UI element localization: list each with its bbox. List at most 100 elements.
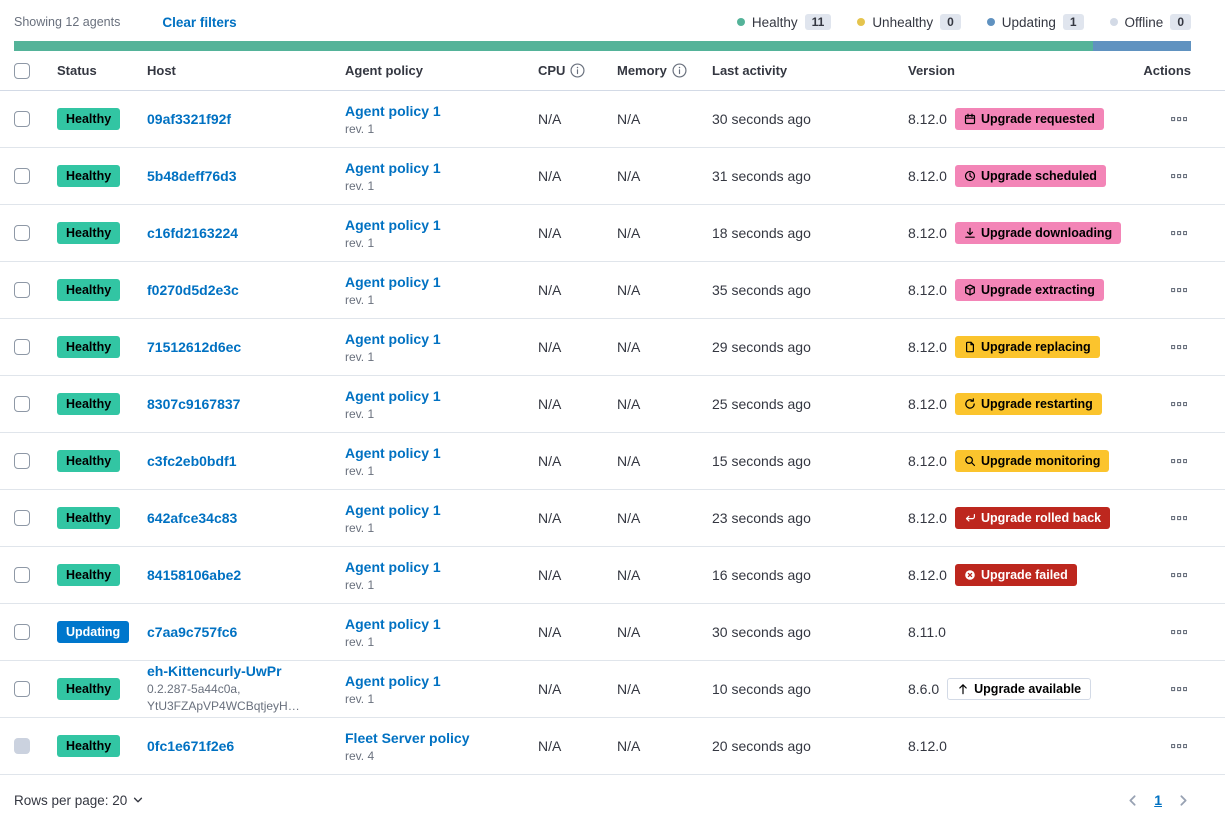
row-checkbox[interactable] [14,339,30,355]
host-link[interactable]: 0fc1e671f2e6 [147,738,235,754]
agent-policy-link[interactable]: Agent policy 1 [345,387,441,404]
table-row: Healthy c16fd2163224 Agent policy 1 rev.… [0,205,1225,262]
rows-per-page-button[interactable]: Rows per page: 20 [14,793,144,808]
row-version-cell: 8.12.0 Upgrade rolled back [908,507,1138,529]
row-last-activity-cell: 30 seconds ago [712,624,811,640]
row-checkbox[interactable] [14,681,30,697]
row-actions-button[interactable] [1167,109,1191,129]
row-checkbox[interactable] [14,282,30,298]
chevron-down-icon [132,794,144,806]
host-link[interactable]: f0270d5d2e3c [147,282,239,298]
agent-policy-link[interactable]: Agent policy 1 [345,159,441,176]
row-host-cell: 71512612d6ec [147,339,345,355]
row-actions-cell [1138,166,1191,186]
row-host-cell: 84158106abe2 [147,567,345,583]
host-link[interactable]: 09af3321f92f [147,111,232,127]
agent-policy-link[interactable]: Agent policy 1 [345,273,441,290]
row-actions-button[interactable] [1167,166,1191,186]
agents-toolbar: Showing 12 agents Clear filters Healthy 1… [0,0,1225,34]
host-meta-line: 0.2.287-5a44c0a, [147,681,241,696]
table-row: Healthy 84158106abe2 Agent policy 1 rev.… [0,547,1225,604]
select-all-checkbox[interactable] [14,62,30,79]
header-select-all [14,62,57,79]
row-policy-cell: Agent policy 1 rev. 1 [345,103,538,136]
row-select-cell [14,738,57,754]
row-version-cell: 8.12.0 Upgrade monitoring [908,450,1138,472]
row-last-activity-cell: 10 seconds ago [712,681,811,697]
row-checkbox[interactable] [14,168,30,184]
row-actions-button[interactable] [1167,451,1191,471]
next-page-button[interactable] [1176,793,1191,808]
upgrade-status-badge: Upgrade monitoring [954,450,1110,472]
host-link[interactable]: eh-Kittencurly-UwPr [147,662,282,679]
upgrade-status-badge: Upgrade replacing [954,336,1100,358]
version-text: 8.6.0 [908,681,940,697]
row-actions-button[interactable] [1167,223,1191,243]
legend-dot [857,18,866,26]
row-actions-button[interactable] [1167,622,1191,642]
table-row: Healthy 642afce34c83 Agent policy 1 rev.… [0,490,1225,547]
table-row: Healthy eh-Kittencurly-UwPr 0.2.287-5a44… [0,661,1225,718]
row-select-cell [14,282,57,298]
agent-policy-link[interactable]: Agent policy 1 [345,216,441,233]
status-badge: Healthy [57,678,121,700]
agent-policy-link[interactable]: Agent policy 1 [345,615,441,632]
info-icon[interactable] [672,63,687,78]
row-select-cell [14,225,57,241]
status-badge: Healthy [57,222,121,244]
clock-icon [964,170,976,182]
upgrade-badge-label: Upgrade scheduled [980,169,1097,183]
host-link[interactable]: 84158106abe2 [147,567,242,583]
row-cpu-cell: N/A [538,111,562,127]
row-checkbox[interactable] [14,453,30,469]
row-checkbox[interactable] [14,396,30,412]
row-actions-button[interactable] [1167,508,1191,528]
upgrade-status-badge: Upgrade restarting [954,393,1102,415]
agent-policy-link[interactable]: Agent policy 1 [345,672,441,689]
host-link[interactable]: c3fc2eb0bdf1 [147,453,237,469]
agent-policy-link[interactable]: Agent policy 1 [345,102,441,119]
row-checkbox[interactable] [14,567,30,583]
clear-filters-link[interactable]: Clear filters [162,14,237,30]
row-checkbox[interactable] [14,624,30,640]
version-text: 8.12.0 [908,738,947,754]
row-actions-button[interactable] [1167,736,1191,756]
row-memory-cell: N/A [617,681,641,697]
row-actions-button[interactable] [1167,679,1191,699]
row-checkbox[interactable] [14,225,30,241]
column-header-cpu: CPU [538,63,617,78]
row-checkbox [14,738,30,754]
status-badge: Healthy [57,450,121,472]
previous-page-button[interactable] [1125,793,1140,808]
agent-policy-link[interactable]: Agent policy 1 [345,558,441,575]
upgrade-status-badge: Upgrade requested [954,108,1104,130]
agent-policy-link[interactable]: Fleet Server policy [345,729,470,746]
host-link[interactable]: 5b48deff76d3 [147,168,237,184]
row-actions-button[interactable] [1167,280,1191,300]
agent-policy-link[interactable]: Agent policy 1 [345,501,441,518]
row-actions-button[interactable] [1167,565,1191,585]
row-checkbox[interactable] [14,510,30,526]
host-link[interactable]: c7aa9c757fc6 [147,624,238,640]
agent-policy-link[interactable]: Agent policy 1 [345,330,441,347]
info-icon[interactable] [570,63,585,78]
host-link[interactable]: 8307c9167837 [147,396,241,412]
table-row: Healthy c3fc2eb0bdf1 Agent policy 1 rev.… [0,433,1225,490]
row-host-cell: c7aa9c757fc6 [147,624,345,640]
host-link[interactable]: 71512612d6ec [147,339,242,355]
row-actions-cell [1138,280,1191,300]
host-link[interactable]: c16fd2163224 [147,225,239,241]
row-actions-cell [1138,223,1191,243]
legend-label: Offline [1124,14,1164,30]
version-text: 8.12.0 [908,168,947,184]
row-checkbox[interactable] [14,111,30,127]
page-number[interactable]: 1 [1154,792,1162,808]
row-actions-button[interactable] [1167,394,1191,414]
row-host-cell: eh-Kittencurly-UwPr 0.2.287-5a44c0a, YtU3… [147,663,345,716]
host-link[interactable]: 642afce34c83 [147,510,238,526]
row-actions-button[interactable] [1167,337,1191,357]
row-last-activity-cell: 35 seconds ago [712,282,811,298]
row-policy-cell: Fleet Server policy rev. 4 [345,730,538,763]
agent-policy-link[interactable]: Agent policy 1 [345,444,441,461]
version-text: 8.12.0 [908,339,947,355]
